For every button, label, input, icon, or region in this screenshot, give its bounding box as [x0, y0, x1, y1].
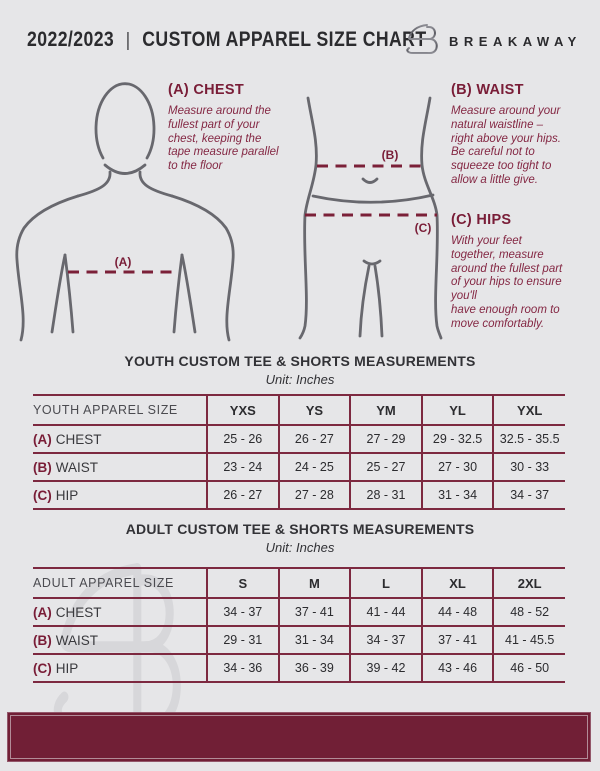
size-header-ys: YS: [277, 394, 351, 425]
youth-table-unit: Unit: Inches: [265, 372, 335, 387]
waist-guide-heading: (B) WAIST: [451, 82, 524, 98]
adult-size-table: ADULT APPAREL SIZE S M L XL 2XL (A) CHEST…: [33, 567, 565, 683]
adult-table-title: ADULT CUSTOM TEE & SHORTS MEASUREMENTS: [125, 521, 475, 537]
waist-guide-description: Measure around your natural waistline – …: [451, 105, 561, 186]
adult-chest-row: (A) CHEST 34 - 37 37 - 41 41 - 44 44 - 48…: [33, 597, 565, 626]
table-cell: 37 - 41: [277, 597, 351, 626]
breakaway-logo-icon: [406, 24, 438, 54]
row-prefix: (A): [33, 604, 52, 620]
row-label-text: CHEST: [55, 604, 102, 620]
row-prefix: (C): [33, 487, 52, 503]
row-label-text: HIP: [55, 487, 79, 503]
size-header-yl: YL: [420, 394, 494, 425]
table-cell: 24 - 25: [277, 452, 351, 481]
table-cell: 31 - 34: [420, 480, 494, 510]
youth-hip-row-label: (C) HIP: [33, 480, 207, 510]
table-cell: 44 - 48: [420, 597, 494, 626]
table-cell: 28 - 31: [349, 480, 422, 510]
table-cell: 48 - 52: [492, 597, 565, 626]
waist-marker-label: (B): [382, 148, 399, 162]
table-cell: 25 - 27: [349, 452, 422, 481]
table-cell: 43 - 46: [420, 653, 494, 683]
youth-waist-row: (B) WAIST 23 - 24 24 - 25 25 - 27 27 - 30…: [33, 452, 565, 481]
table-cell: 34 - 36: [206, 653, 279, 683]
row-prefix: (B): [33, 632, 52, 648]
hips-marker-label: (C): [415, 221, 432, 235]
waist-guide: (B) WAIST Measure around your natural wa…: [451, 82, 596, 188]
hips-guide-description: With your feet together, measure around …: [451, 235, 563, 330]
table-cell: 27 - 29: [349, 424, 422, 453]
youth-waist-row-label: (B) WAIST: [33, 452, 207, 481]
youth-header-row: YOUTH APPAREL SIZE YXS YS YM YL YXL: [33, 394, 565, 425]
table-cell: 26 - 27: [206, 480, 279, 510]
size-header-ym: YM: [349, 394, 422, 425]
size-header-s: S: [206, 567, 279, 598]
row-label-text: WAIST: [55, 459, 98, 475]
adult-waist-row-label: (B) WAIST: [33, 625, 207, 654]
chart-title: CUSTOM APPAREL SIZE CHART: [142, 28, 427, 51]
table-cell: 34 - 37: [492, 480, 565, 510]
page-title: 2022/2023 | CUSTOM APPAREL SIZE CHART: [27, 28, 427, 52]
table-cell: 41 - 45.5: [492, 625, 565, 654]
row-prefix: (B): [33, 459, 52, 475]
hips-guide: (C) HIPS With your feet together, measur…: [451, 212, 596, 332]
youth-hip-row: (C) HIP 26 - 27 27 - 28 28 - 31 31 - 34 3…: [33, 480, 565, 510]
row-label-text: HIP: [55, 660, 79, 676]
footer-accent-bar: [7, 712, 591, 762]
size-header-m: M: [277, 567, 351, 598]
adult-chest-row-label: (A) CHEST: [33, 597, 207, 626]
size-header-2xl: 2XL: [492, 567, 565, 598]
row-prefix: (A): [33, 431, 52, 447]
table-cell: 25 - 26: [206, 424, 279, 453]
table-cell: 41 - 44: [349, 597, 422, 626]
youth-size-table: YOUTH APPAREL SIZE YXS YS YM YL YXL (A) C…: [33, 394, 565, 510]
lower-body-silhouette: (B) (C): [298, 96, 443, 340]
adult-hip-row-label: (C) HIP: [33, 653, 207, 683]
table-cell: 27 - 28: [277, 480, 351, 510]
table-cell: 26 - 27: [277, 424, 351, 453]
chest-marker-label: (A): [115, 255, 132, 269]
youth-size-column-header: YOUTH APPAREL SIZE: [33, 394, 207, 425]
adult-hip-row: (C) HIP 34 - 36 36 - 39 39 - 42 43 - 46 4…: [33, 653, 565, 683]
table-cell: 30 - 33: [492, 452, 565, 481]
size-header-yxs: YXS: [206, 394, 279, 425]
row-prefix: (C): [33, 660, 52, 676]
chest-guide-heading: (A) CHEST: [168, 82, 244, 98]
adult-table-unit: Unit: Inches: [265, 540, 335, 555]
table-cell: 23 - 24: [206, 452, 279, 481]
table-cell: 39 - 42: [349, 653, 422, 683]
brand-name: BREAKAWAY: [449, 34, 582, 49]
size-header-l: L: [349, 567, 422, 598]
row-label-text: WAIST: [55, 632, 98, 648]
season-label: 2022/2023: [27, 28, 115, 51]
table-cell: 27 - 30: [420, 452, 494, 481]
row-label-text: CHEST: [55, 431, 102, 447]
youth-chest-row: (A) CHEST 25 - 26 26 - 27 27 - 29 29 - 32…: [33, 424, 565, 453]
chest-guide-description: Measure around the fullest part of your …: [168, 105, 279, 173]
youth-chest-row-label: (A) CHEST: [33, 424, 207, 453]
table-cell: 31 - 34: [277, 625, 351, 654]
table-cell: 34 - 37: [206, 597, 279, 626]
adult-size-column-header: ADULT APPAREL SIZE: [33, 567, 207, 598]
title-separator: |: [125, 30, 131, 51]
table-cell: 29 - 32.5: [420, 424, 494, 453]
chest-guide: (A) CHEST Measure around the fullest par…: [168, 82, 313, 174]
upper-body-silhouette: (A): [15, 82, 235, 342]
adult-waist-row: (B) WAIST 29 - 31 31 - 34 34 - 37 37 - 41…: [33, 625, 565, 654]
table-cell: 34 - 37: [349, 625, 422, 654]
table-cell: 36 - 39: [277, 653, 351, 683]
adult-header-row: ADULT APPAREL SIZE S M L XL 2XL: [33, 567, 565, 598]
table-cell: 46 - 50: [492, 653, 565, 683]
table-cell: 29 - 31: [206, 625, 279, 654]
size-header-yxl: YXL: [492, 394, 565, 425]
table-cell: 32.5 - 35.5: [492, 424, 565, 453]
table-cell: 37 - 41: [420, 625, 494, 654]
hips-guide-heading: (C) HIPS: [451, 212, 512, 228]
size-header-xl: XL: [420, 567, 494, 598]
youth-table-title: YOUTH CUSTOM TEE & SHORTS MEASUREMENTS: [124, 353, 476, 369]
